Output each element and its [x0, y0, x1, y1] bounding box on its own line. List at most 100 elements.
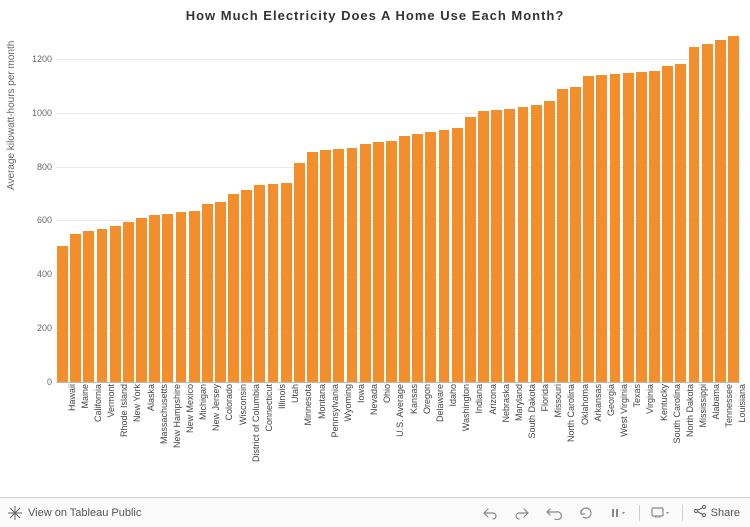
x-tick-label: Mississippi — [698, 384, 708, 428]
bar[interactable] — [307, 152, 318, 382]
bar[interactable] — [610, 74, 621, 382]
share-button[interactable]: Share — [693, 504, 740, 521]
view-on-tableau[interactable]: View on Tableau Public — [0, 506, 141, 520]
bar[interactable] — [149, 215, 160, 382]
bar[interactable] — [281, 183, 292, 382]
bar[interactable] — [294, 163, 305, 382]
x-tick-label: Minnesota — [303, 384, 313, 426]
bar[interactable] — [360, 144, 371, 382]
x-tick-label: Michigan — [198, 384, 208, 420]
bar[interactable] — [97, 229, 108, 382]
bars-container — [56, 32, 740, 382]
x-tick-label: Missouri — [553, 384, 563, 418]
bar[interactable] — [347, 148, 358, 382]
toolbar-separator — [639, 505, 640, 521]
x-tick-label: U.S. Average — [395, 384, 405, 437]
bar[interactable] — [636, 72, 647, 382]
bar[interactable] — [162, 214, 173, 382]
refresh-button[interactable] — [575, 502, 597, 524]
bar[interactable] — [215, 202, 226, 382]
bar[interactable] — [702, 44, 713, 382]
bar[interactable] — [531, 105, 542, 382]
x-tick-label: Wyoming — [343, 384, 353, 421]
x-tick-label: Connecticut — [264, 384, 274, 432]
x-tick-label: North Dakota — [685, 384, 695, 437]
bar[interactable] — [254, 185, 265, 382]
bar[interactable] — [478, 111, 489, 382]
undo-button[interactable] — [479, 502, 501, 524]
bar[interactable] — [136, 218, 147, 382]
bar[interactable] — [623, 73, 634, 382]
bar[interactable] — [439, 130, 450, 382]
bar[interactable] — [57, 246, 68, 382]
bar[interactable] — [425, 132, 436, 382]
x-tick-label: Idaho — [448, 384, 458, 407]
x-tick-label: New Jersey — [211, 384, 221, 431]
bar[interactable] — [83, 231, 94, 382]
share-label: Share — [711, 507, 740, 519]
x-tick-label: Kentucky — [659, 384, 669, 421]
bar[interactable] — [412, 134, 423, 382]
x-tick-label: Alabama — [711, 384, 721, 420]
x-tick-label: Delaware — [435, 384, 445, 422]
bar[interactable] — [596, 75, 607, 382]
bar[interactable] — [268, 184, 279, 382]
x-tick-label: Oregon — [422, 384, 432, 414]
bar[interactable] — [320, 150, 331, 382]
chart-area: How Much Electricity Does A Home Use Eac… — [0, 0, 750, 497]
y-tick-label: 800 — [24, 162, 52, 172]
y-tick-label: 0 — [24, 377, 52, 387]
bar[interactable] — [241, 190, 252, 383]
bar[interactable] — [333, 149, 344, 382]
bar[interactable] — [504, 109, 515, 382]
share-icon — [693, 504, 707, 521]
x-tick-label: New York — [132, 384, 142, 422]
y-tick-label: 1200 — [24, 54, 52, 64]
x-tick-label: South Carolina — [672, 384, 682, 444]
bar[interactable] — [189, 211, 200, 382]
bar[interactable] — [399, 136, 410, 382]
bar[interactable] — [465, 117, 476, 382]
bar[interactable] — [518, 107, 529, 382]
bar[interactable] — [675, 64, 686, 382]
x-tick-label: Iowa — [356, 384, 366, 403]
x-tick-label: California — [93, 384, 103, 422]
presentation-dropdown-button[interactable] — [650, 502, 672, 524]
x-tick-label: Colorado — [224, 384, 234, 421]
bar[interactable] — [202, 204, 213, 382]
x-tick-label: New Hampshire — [172, 384, 182, 448]
pause-dropdown-button[interactable] — [607, 502, 629, 524]
bar[interactable] — [689, 47, 700, 382]
bar[interactable] — [557, 89, 568, 382]
revert-button[interactable] — [543, 502, 565, 524]
x-tick-label: Vermont — [106, 384, 116, 418]
bar[interactable] — [583, 76, 594, 382]
bar[interactable] — [570, 87, 581, 382]
bar[interactable] — [386, 141, 397, 382]
x-tick-label: Nevada — [369, 384, 379, 415]
y-tick-label: 200 — [24, 323, 52, 333]
bar[interactable] — [228, 194, 239, 382]
bar[interactable] — [70, 234, 81, 382]
view-on-tableau-label: View on Tableau Public — [28, 507, 141, 519]
bar[interactable] — [544, 101, 555, 382]
x-tick-label: Maine — [80, 384, 90, 409]
x-tick-label: Georgia — [606, 384, 616, 416]
bar[interactable] — [123, 222, 134, 382]
bar[interactable] — [452, 128, 463, 382]
x-tick-label: North Carolina — [566, 384, 576, 442]
x-tick-label: Ohio — [382, 384, 392, 403]
bar[interactable] — [110, 226, 121, 382]
bar[interactable] — [176, 212, 187, 382]
bar[interactable] — [373, 142, 384, 382]
bar[interactable] — [649, 71, 660, 382]
x-tick-label: Alaska — [146, 384, 156, 411]
tableau-logo-icon — [8, 506, 22, 520]
redo-button[interactable] — [511, 502, 533, 524]
bar[interactable] — [715, 40, 726, 382]
x-tick-label: Utah — [290, 384, 300, 403]
bar[interactable] — [491, 110, 502, 382]
chart-title: How Much Electricity Does A Home Use Eac… — [0, 8, 750, 23]
bar[interactable] — [728, 36, 739, 382]
bar[interactable] — [662, 66, 673, 382]
